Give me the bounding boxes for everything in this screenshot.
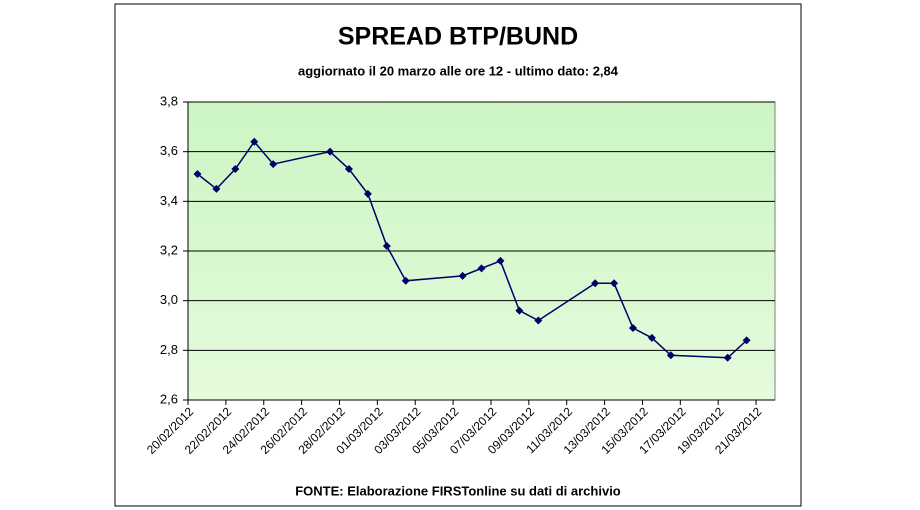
data-point <box>477 264 486 273</box>
data-point <box>534 316 543 325</box>
data-point <box>742 336 751 345</box>
y-tick-label: 2,6 <box>160 391 178 406</box>
chart-subtitle: aggiornato il 20 marzo alle ore 12 - ult… <box>298 63 619 78</box>
data-point <box>610 279 619 288</box>
data-point <box>250 137 259 146</box>
data-point <box>647 333 656 342</box>
data-line <box>197 140 748 359</box>
data-point <box>666 351 675 360</box>
y-tick-label: 3,8 <box>160 93 178 108</box>
data-point <box>401 276 410 285</box>
data-point <box>326 147 335 156</box>
data-point <box>193 170 202 179</box>
data-point <box>628 323 637 332</box>
data-point <box>231 165 240 174</box>
y-tick-label: 2,8 <box>160 342 178 357</box>
data-point <box>458 271 467 280</box>
data-point <box>363 189 372 198</box>
data-point <box>269 160 278 169</box>
y-tick-label: 3,2 <box>160 242 178 257</box>
data-point <box>723 353 732 362</box>
data-point <box>344 165 353 174</box>
data-point <box>515 306 524 315</box>
y-tick-label: 3,4 <box>160 193 178 208</box>
data-point <box>496 256 505 265</box>
y-tick-label: 3,0 <box>160 292 178 307</box>
data-point <box>382 242 391 251</box>
source-note: FONTE: Elaborazione FIRSTonline su dati … <box>295 483 621 498</box>
data-point <box>591 279 600 288</box>
data-point <box>212 184 221 193</box>
chart-title: SPREAD BTP/BUND <box>338 23 578 51</box>
y-tick-label: 3,6 <box>160 143 178 158</box>
